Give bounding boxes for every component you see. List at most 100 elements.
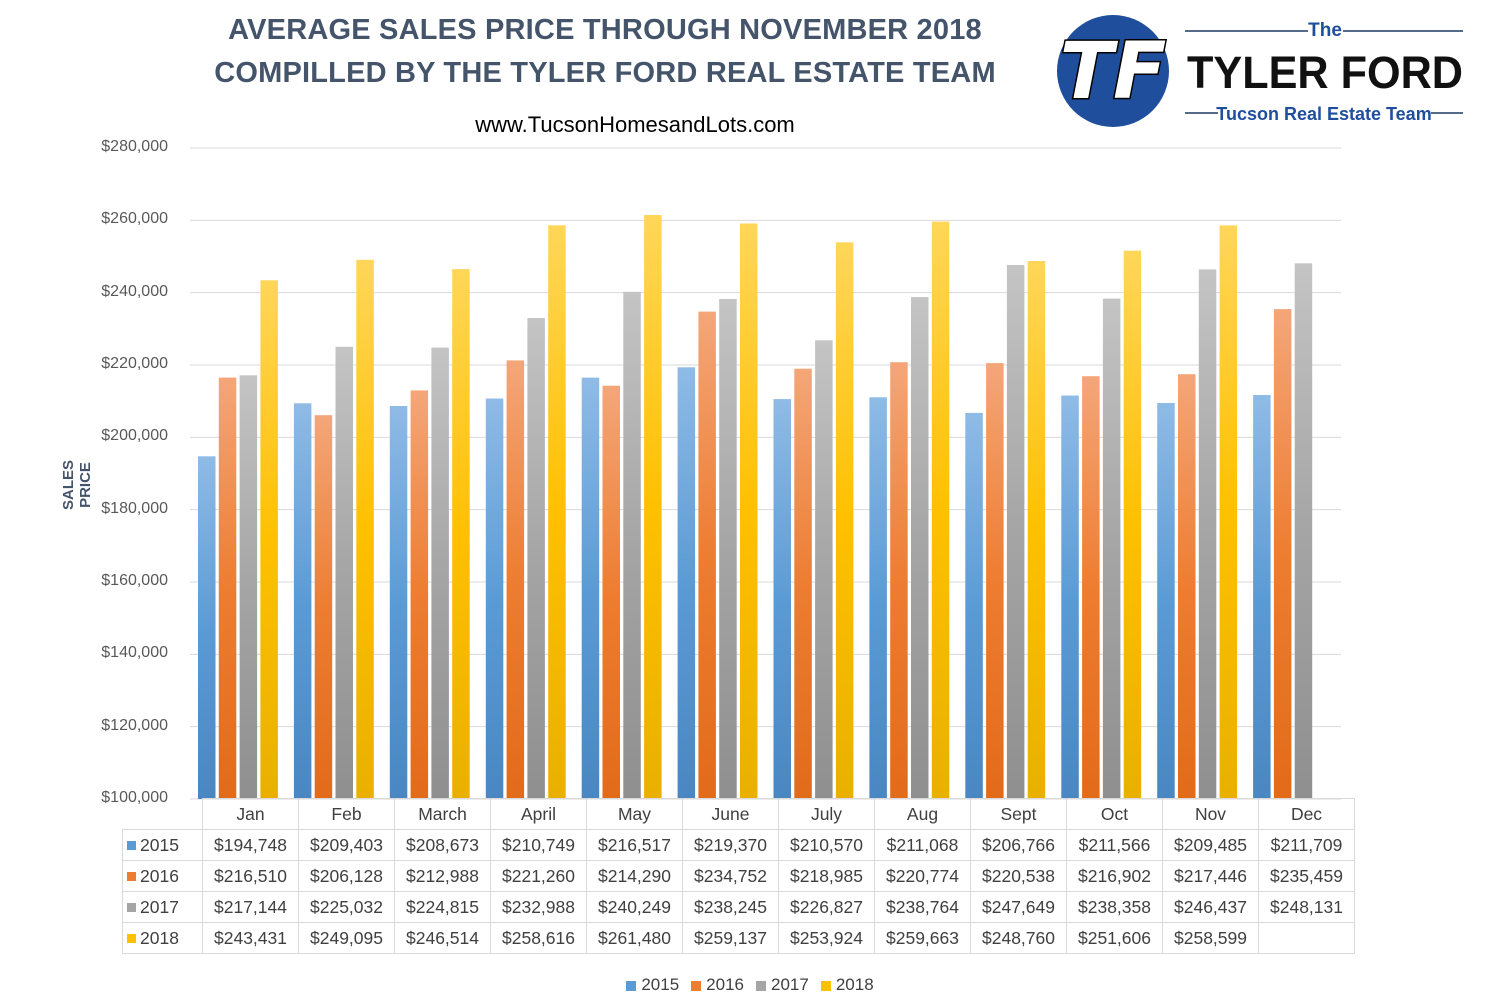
- y-tick-label: $220,000: [101, 355, 168, 372]
- data-table: Jan Feb March April May June July Aug Sept Oct Nov…: [122, 798, 1355, 954]
- data-label: $206,128: [298, 860, 395, 892]
- bar-2016-may: [602, 385, 620, 799]
- logo-the: The: [1308, 20, 1342, 41]
- data-label: $247,649: [970, 891, 1067, 923]
- data-label: $238,358: [1066, 891, 1163, 923]
- legend-swatch: [820, 980, 831, 991]
- y-tick-label: $120,000: [101, 716, 168, 734]
- bar-2015-dec: [1253, 395, 1271, 799]
- bar-2018-july: [835, 242, 854, 800]
- data-label: $232,988: [490, 891, 587, 923]
- data-label: $194,748: [202, 829, 299, 861]
- legend-swatch: [691, 980, 702, 991]
- bar-2016-june: [698, 311, 716, 799]
- bar-2017-oct: [1102, 298, 1121, 799]
- bar-2016-aug: [890, 362, 908, 799]
- x-tick-label: Sept: [970, 798, 1067, 830]
- bar-2015-sept: [965, 412, 983, 799]
- bar-2016-dec: [1273, 309, 1292, 799]
- bar-2018-june: [740, 223, 758, 799]
- data-label: $226,827: [778, 891, 875, 923]
- data-label: $259,137: [682, 922, 779, 954]
- bar-2017-sept: [1006, 265, 1025, 799]
- bar-2017-may: [623, 291, 641, 799]
- table-row-header: 2015: [122, 829, 203, 861]
- data-label: $211,566: [1066, 829, 1163, 861]
- data-label: $217,446: [1162, 860, 1259, 892]
- bar-2018-jan: [260, 280, 278, 799]
- data-label: $246,437: [1162, 891, 1259, 923]
- table-row-header: 2017: [122, 891, 203, 923]
- legend-item: 2015: [626, 975, 679, 995]
- table-row: 2015 $194,748 $209,403 $208,673 $210,749 $216…: [122, 829, 1355, 861]
- data-label: $220,538: [970, 860, 1067, 892]
- data-label: $216,510: [202, 860, 299, 892]
- data-label: $246,514: [394, 922, 491, 954]
- legend-label: 2018: [835, 975, 874, 994]
- bar-2016-oct: [1082, 376, 1100, 799]
- legend-key-swatch: [127, 841, 136, 851]
- x-tick-label: April: [490, 798, 587, 830]
- y-tick-label: $160,000: [101, 572, 168, 589]
- data-label: $219,370: [682, 829, 779, 861]
- bars: [198, 215, 1313, 800]
- data-label: $258,599: [1162, 922, 1259, 954]
- series-name: 2017: [140, 896, 179, 917]
- legend-swatch: [756, 980, 766, 991]
- bar-2018-april: [548, 225, 566, 800]
- x-tick-label: May: [586, 798, 683, 830]
- legend: 2015 2016 2017 2018: [0, 975, 1500, 995]
- table-header-row: Jan Feb March April May June July Aug Sept Oct Nov…: [122, 798, 1355, 830]
- data-label: $216,902: [1066, 860, 1163, 892]
- x-tick-label: Nov: [1162, 798, 1259, 830]
- legend-label: 2016: [706, 975, 744, 994]
- bar-2015-may: [581, 377, 600, 799]
- data-label: $221,260: [490, 860, 587, 892]
- data-label: $234,752: [682, 860, 779, 892]
- bar-2018-aug: [931, 221, 950, 800]
- bar-2016-july: [794, 368, 812, 799]
- x-tick-label: Oct: [1066, 798, 1163, 830]
- y-tick-label: $240,000: [101, 282, 168, 300]
- data-label: $218,985: [778, 860, 875, 892]
- legend-key-swatch: [127, 872, 136, 882]
- y-tick-label: $280,000: [101, 138, 168, 155]
- data-label: $251,606: [1066, 922, 1163, 954]
- bar-2015-aug: [869, 397, 887, 799]
- data-label: $211,068: [874, 829, 971, 861]
- data-label: $238,245: [682, 891, 779, 923]
- legend-key-swatch: [127, 903, 136, 913]
- series-name: 2015: [140, 834, 179, 855]
- legend-item: 2016: [691, 975, 744, 995]
- data-label: $210,570: [778, 829, 875, 861]
- y-tick-label: $180,000: [101, 499, 168, 517]
- x-tick-label: Jan: [202, 798, 299, 830]
- bar-2015-march: [389, 406, 408, 799]
- logo-monogram: TF: [1060, 27, 1167, 117]
- data-label: $212,988: [394, 860, 491, 892]
- data-label: $258,616: [490, 922, 587, 954]
- table-row: 2017 $217,144 $225,032 $224,815 $232,988 $240…: [122, 891, 1355, 923]
- logo-name: TYLER FORD: [1187, 47, 1463, 98]
- data-label: [1258, 922, 1355, 954]
- chart-title-line2: COMPILLED BY THE TYLER FORD REAL ESTATE …: [214, 57, 996, 89]
- data-label: $209,485: [1162, 829, 1259, 861]
- bar-2016-jan: [218, 377, 237, 799]
- bar-2016-april: [506, 360, 525, 799]
- x-tick-label: July: [778, 798, 875, 830]
- data-label: $261,480: [586, 922, 683, 954]
- bar-2017-nov: [1198, 269, 1217, 799]
- bar-2018-feb: [356, 259, 374, 799]
- data-label: $214,290: [586, 860, 683, 892]
- bar-2016-sept: [986, 363, 1004, 799]
- data-label: $220,774: [874, 860, 971, 892]
- bar-2017-june: [719, 299, 737, 799]
- website-url: www.TucsonHomesandLots.com: [475, 112, 795, 137]
- gridlines: [190, 147, 1341, 800]
- data-label: $225,032: [298, 891, 395, 923]
- series-name: 2018: [140, 927, 179, 948]
- bar-2015-july: [773, 399, 791, 799]
- bar-2018-oct: [1123, 250, 1142, 799]
- bar-2018-march: [452, 269, 470, 800]
